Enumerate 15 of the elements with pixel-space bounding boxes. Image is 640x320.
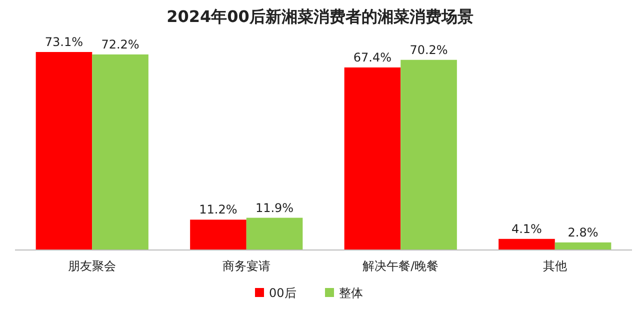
data-label: 11.2% (199, 202, 238, 217)
category-label: 解决午餐/晚餐 (362, 259, 439, 273)
data-label: 72.2% (101, 37, 140, 52)
category-label: 朋友聚会 (68, 259, 116, 273)
data-label: 70.2% (410, 42, 448, 57)
legend-label: 00后 (269, 286, 296, 300)
data-label: 4.1% (511, 222, 542, 236)
title: 2024年00后新湘菜消费者的湘菜消费场景 (166, 7, 474, 26)
data-label: 11.9% (255, 200, 294, 215)
legend-label: 整体 (339, 286, 363, 300)
category-label: 商务宴请 (222, 259, 270, 273)
data-label: 2.8% (568, 225, 598, 240)
category-label: 其他 (542, 259, 567, 273)
data-label: 67.4% (353, 50, 392, 64)
data-label: 73.1% (44, 35, 84, 49)
